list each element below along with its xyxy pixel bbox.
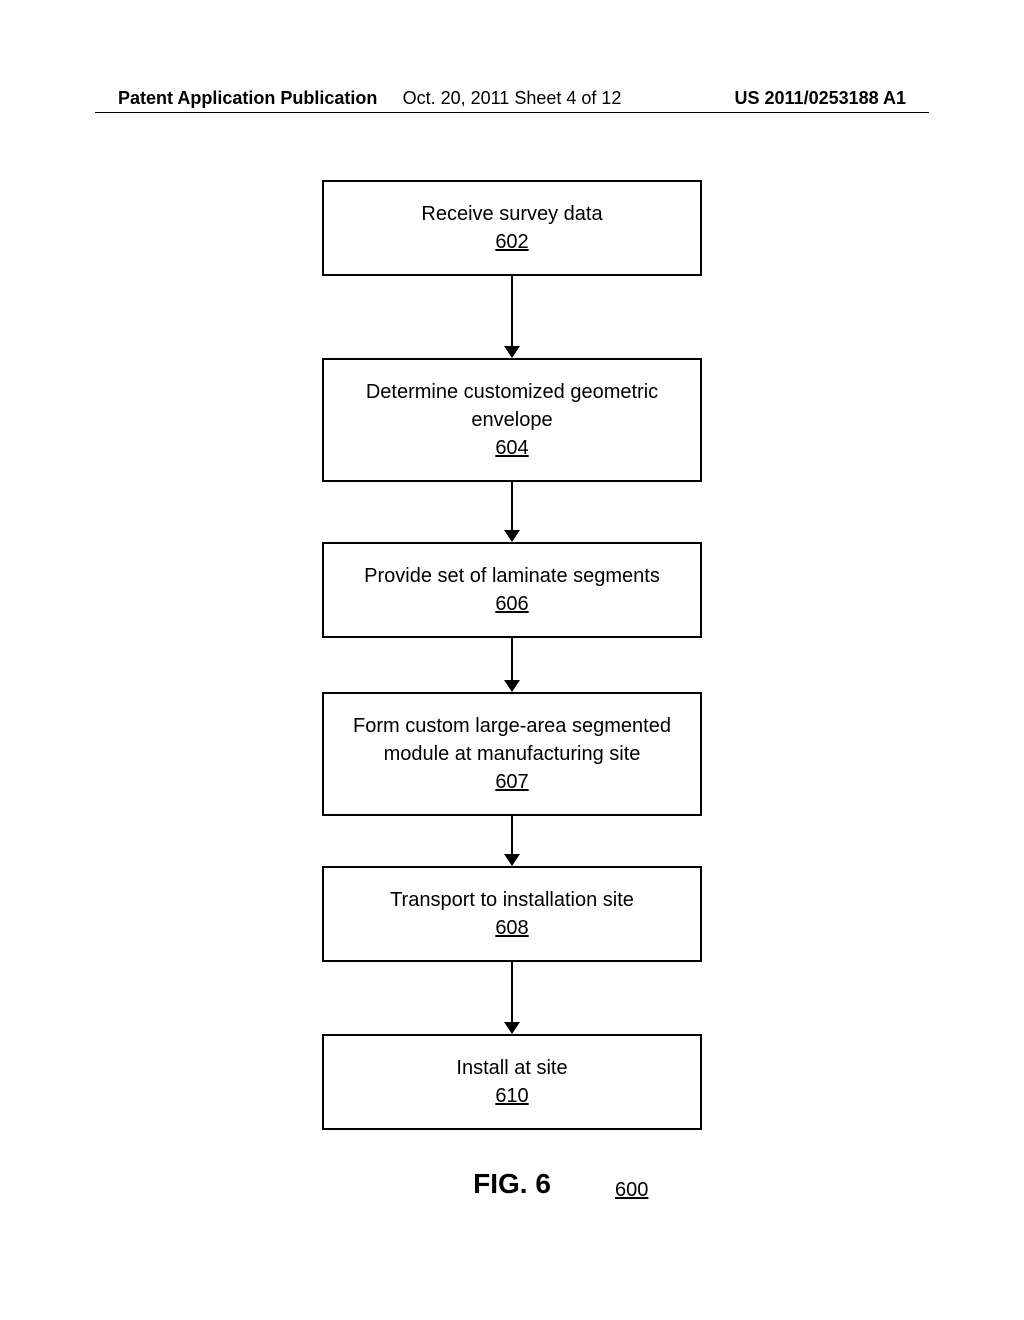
flow-box-ref: 604 bbox=[334, 434, 690, 462]
page-header: Patent Application Publication Oct. 20, … bbox=[0, 88, 1024, 109]
arrow-line bbox=[511, 482, 513, 530]
flow-box-text: Provide set of laminate segments bbox=[334, 562, 690, 590]
header-right: US 2011/0253188 A1 bbox=[735, 88, 906, 109]
flow-box-ref: 610 bbox=[334, 1082, 690, 1110]
header-left: Patent Application Publication bbox=[118, 88, 377, 109]
arrow-line bbox=[511, 276, 513, 346]
flow-box-text: Transport to installation site bbox=[334, 886, 690, 914]
arrow-2 bbox=[504, 638, 520, 692]
arrow-4 bbox=[504, 962, 520, 1034]
header-divider bbox=[95, 112, 929, 113]
arrow-line bbox=[511, 962, 513, 1022]
flow-box-ref: 602 bbox=[334, 228, 690, 256]
flow-box-ref: 607 bbox=[334, 768, 690, 796]
arrow-head-icon bbox=[504, 680, 520, 692]
flow-box-text: Receive survey data bbox=[334, 200, 690, 228]
flow-box-text: Form custom large-area segmented module … bbox=[334, 712, 690, 768]
arrow-line bbox=[511, 816, 513, 854]
flow-box-2: Provide set of laminate segments 606 bbox=[322, 542, 702, 638]
flow-box-1: Determine customized geometric envelope … bbox=[322, 358, 702, 482]
flow-box-3: Form custom large-area segmented module … bbox=[322, 692, 702, 816]
flow-box-5: Install at site 610 bbox=[322, 1034, 702, 1130]
arrow-head-icon bbox=[504, 346, 520, 358]
flow-box-ref: 606 bbox=[334, 590, 690, 618]
arrow-line bbox=[511, 638, 513, 680]
figure-label: FIG. 6 bbox=[473, 1168, 551, 1200]
arrow-head-icon bbox=[504, 854, 520, 866]
arrow-0 bbox=[504, 276, 520, 358]
arrow-head-icon bbox=[504, 1022, 520, 1034]
arrow-3 bbox=[504, 816, 520, 866]
flow-box-ref: 608 bbox=[334, 914, 690, 942]
header-center: Oct. 20, 2011 Sheet 4 of 12 bbox=[403, 88, 622, 109]
arrow-1 bbox=[504, 482, 520, 542]
flowchart: Receive survey data 602 Determine custom… bbox=[322, 180, 702, 1130]
arrow-head-icon bbox=[504, 530, 520, 542]
flow-box-4: Transport to installation site 608 bbox=[322, 866, 702, 962]
flow-box-0: Receive survey data 602 bbox=[322, 180, 702, 276]
figure-ref: 600 bbox=[615, 1179, 648, 1202]
flow-box-text: Install at site bbox=[334, 1054, 690, 1082]
flow-box-text: Determine customized geometric envelope bbox=[334, 378, 690, 434]
